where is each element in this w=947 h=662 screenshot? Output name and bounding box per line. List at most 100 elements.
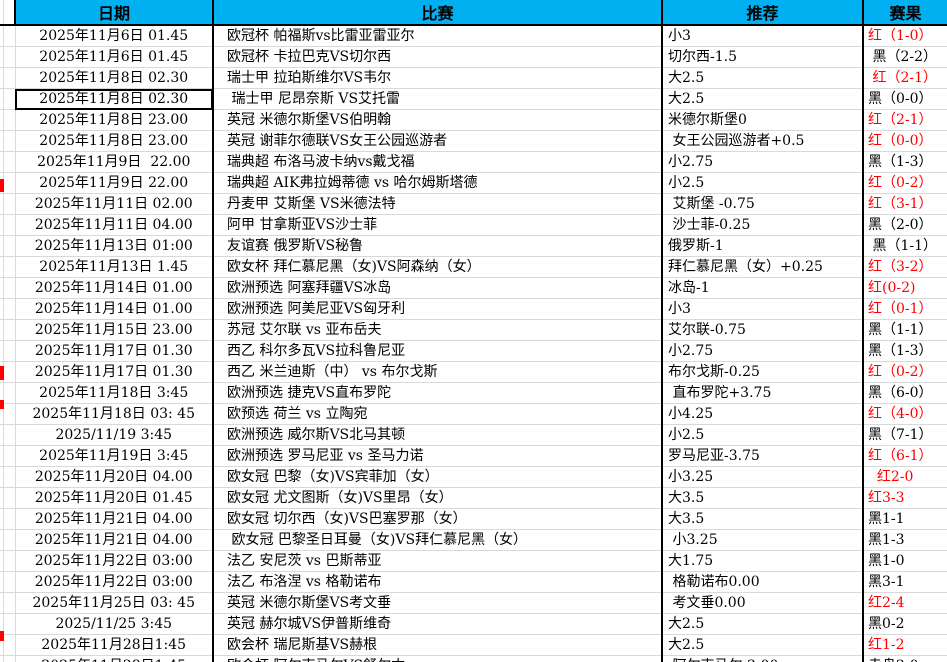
gutter-cell[interactable] (0, 25, 4, 47)
date-cell[interactable]: 2025年11月9日 22.00 (14, 172, 213, 194)
gutter-cell[interactable] (0, 67, 4, 89)
match-cell[interactable]: 阿甲 甘拿斯亚VS沙士菲 (212, 214, 662, 236)
tip-cell[interactable]: 直布罗陀+3.75 (661, 382, 863, 404)
result-cell[interactable]: 黑1-1 (862, 508, 947, 530)
gutter-cell[interactable] (0, 571, 4, 593)
match-cell[interactable]: 英冠 谢菲尔德联VS女王公园巡游者 (212, 130, 662, 152)
match-cell[interactable]: 欧洲预选 罗马尼亚 vs 圣马力诺 (212, 445, 662, 467)
column-header-result[interactable]: 赛果 (862, 0, 947, 26)
tip-cell[interactable]: 布尔戈斯-0.25 (661, 361, 863, 383)
column-header-match[interactable]: 比赛 (212, 0, 662, 26)
tip-cell[interactable]: 切尔西-1.5 (661, 46, 863, 68)
tip-cell[interactable]: 大3.5 (661, 487, 863, 509)
gutter-cell[interactable] (3, 277, 15, 299)
date-cell[interactable]: 2025年11月8日 23.00 (14, 130, 213, 152)
date-cell[interactable]: 2025年11月20日 01.45 (14, 487, 213, 509)
match-cell[interactable]: 欧洲预选 阿塞拜疆VS冰岛 (212, 277, 662, 299)
gutter-cell[interactable] (0, 151, 4, 173)
gutter-cell[interactable] (3, 172, 15, 194)
result-cell[interactable]: 红（0-0） (862, 130, 947, 152)
gutter-cell[interactable] (0, 340, 4, 362)
gutter-cell[interactable] (0, 550, 4, 572)
tip-cell[interactable]: 小2.75 (661, 340, 863, 362)
result-cell[interactable]: 红（2-1） (862, 109, 947, 131)
gutter-cell[interactable] (3, 193, 15, 215)
gutter-cell[interactable] (0, 88, 4, 110)
gutter-corner[interactable] (0, 0, 4, 26)
date-cell[interactable]: 2025年11月18日 3:45 (14, 382, 213, 404)
date-cell[interactable]: 2025年11月25日 03: 45 (14, 592, 213, 614)
date-cell[interactable]: 2025年11月6日 01.45 (14, 25, 213, 47)
gutter-cell[interactable] (3, 487, 15, 509)
tip-cell[interactable]: 格勒诺布0.00 (661, 571, 863, 593)
tip-cell[interactable]: 大2.5 (661, 88, 863, 110)
date-cell[interactable]: 2025年11月14日 01.00 (14, 277, 213, 299)
match-cell[interactable]: 欧冠杯 卡拉巴克VS切尔西 (212, 46, 662, 68)
gutter-cell[interactable] (0, 214, 4, 236)
match-cell[interactable]: 欧会杯 阿尔克马尔VS舒尔本 (212, 655, 662, 662)
match-cell[interactable]: 欧女杯 拜仁慕尼黑（女)VS阿森纳（女） (212, 256, 662, 278)
result-cell[interactable]: 黑（1-1） (862, 319, 947, 341)
result-cell[interactable]: 红1-2 (862, 634, 947, 656)
match-cell[interactable]: 欧冠杯 帕福斯vs比雷亚雷亚尔 (212, 25, 662, 47)
gutter-cell[interactable] (3, 508, 15, 530)
gutter-cell[interactable] (3, 655, 15, 662)
date-cell[interactable]: 2025年11月28日1:45 (14, 655, 213, 662)
gutter-cell[interactable] (3, 256, 15, 278)
tip-cell[interactable]: 考文垂0.00 (661, 592, 863, 614)
gutter-cell[interactable] (3, 25, 15, 47)
result-cell[interactable]: 黑（6-0） (862, 382, 947, 404)
tip-cell[interactable]: 艾尔联-0.75 (661, 319, 863, 341)
result-cell[interactable]: 红（3-1） (862, 193, 947, 215)
result-cell[interactable]: 黑1-0 (862, 550, 947, 572)
date-cell[interactable]: 2025年11月13日 01:00 (14, 235, 213, 257)
date-cell[interactable]: 2025年11月17日 01.30 (14, 340, 213, 362)
gutter-cell[interactable] (0, 109, 4, 131)
result-cell[interactable]: 红（3-2） (862, 256, 947, 278)
match-cell[interactable]: 法乙 布洛涅 vs 格勒诺布 (212, 571, 662, 593)
gutter-cell[interactable] (3, 130, 15, 152)
result-cell[interactable]: 红2-4 (862, 592, 947, 614)
gutter-cell[interactable] (0, 298, 4, 320)
date-cell[interactable]: 2025年11月8日 23.00 (14, 109, 213, 131)
result-cell[interactable]: 红2-0 (862, 466, 947, 488)
result-cell[interactable]: 红（2-1） (862, 67, 947, 89)
gutter-cell[interactable] (0, 277, 4, 299)
match-cell[interactable]: 友谊赛 俄罗斯VS秘鲁 (212, 235, 662, 257)
tip-cell[interactable]: 大1.75 (661, 550, 863, 572)
tip-cell[interactable]: 阿尔克马尔-2.00 (661, 655, 863, 662)
result-cell[interactable]: 黑（7-1） (862, 424, 947, 446)
gutter-cell[interactable] (3, 466, 15, 488)
match-cell[interactable]: 欧洲预选 威尔斯VS北马其顿 (212, 424, 662, 446)
gutter-cell[interactable] (3, 298, 15, 320)
gutter-cell[interactable] (0, 235, 4, 257)
date-cell[interactable]: 2025年11月15日 23.00 (14, 319, 213, 341)
match-cell[interactable]: 欧洲预选 阿美尼亚VS匈牙利 (212, 298, 662, 320)
gutter-cell[interactable] (3, 109, 15, 131)
gutter-cell[interactable] (0, 403, 4, 425)
gutter-cell[interactable] (3, 361, 15, 383)
gutter-cell[interactable] (0, 46, 4, 68)
gutter-cell[interactable] (0, 319, 4, 341)
date-cell[interactable]: 2025年11月8日 02.30 (14, 88, 213, 110)
date-cell[interactable]: 2025年11月13日 1.45 (14, 256, 213, 278)
match-cell[interactable]: 瑞士甲 尼昂奈斯 VS艾托雷 (212, 88, 662, 110)
match-cell[interactable]: 英冠 米德尔斯堡VS伯明翰 (212, 109, 662, 131)
tip-cell[interactable]: 小3.25 (661, 529, 863, 551)
tip-cell[interactable]: 小3.25 (661, 466, 863, 488)
date-cell[interactable]: 2025年11月9日 22.00 (14, 151, 213, 173)
match-cell[interactable]: 欧女冠 巴黎（女)VS宾菲加（女） (212, 466, 662, 488)
gutter-cell[interactable] (3, 571, 15, 593)
match-cell[interactable]: 英冠 赫尔城VS伊普斯维奇 (212, 613, 662, 635)
result-cell[interactable]: 红（0-2） (862, 172, 947, 194)
date-cell[interactable]: 2025年11月14日 01.00 (14, 298, 213, 320)
gutter-cell[interactable] (3, 214, 15, 236)
gutter-cell[interactable] (0, 424, 4, 446)
tip-cell[interactable]: 大3.5 (661, 508, 863, 530)
gutter-cell[interactable] (3, 88, 15, 110)
date-cell[interactable]: 2025/11/19 3:45 (14, 424, 213, 446)
tip-cell[interactable]: 大2.5 (661, 67, 863, 89)
match-cell[interactable]: 欧预选 荷兰 vs 立陶宛 (212, 403, 662, 425)
result-cell[interactable]: 黑（2-0） (862, 214, 947, 236)
date-cell[interactable]: 2025年11月22日 03:00 (14, 550, 213, 572)
